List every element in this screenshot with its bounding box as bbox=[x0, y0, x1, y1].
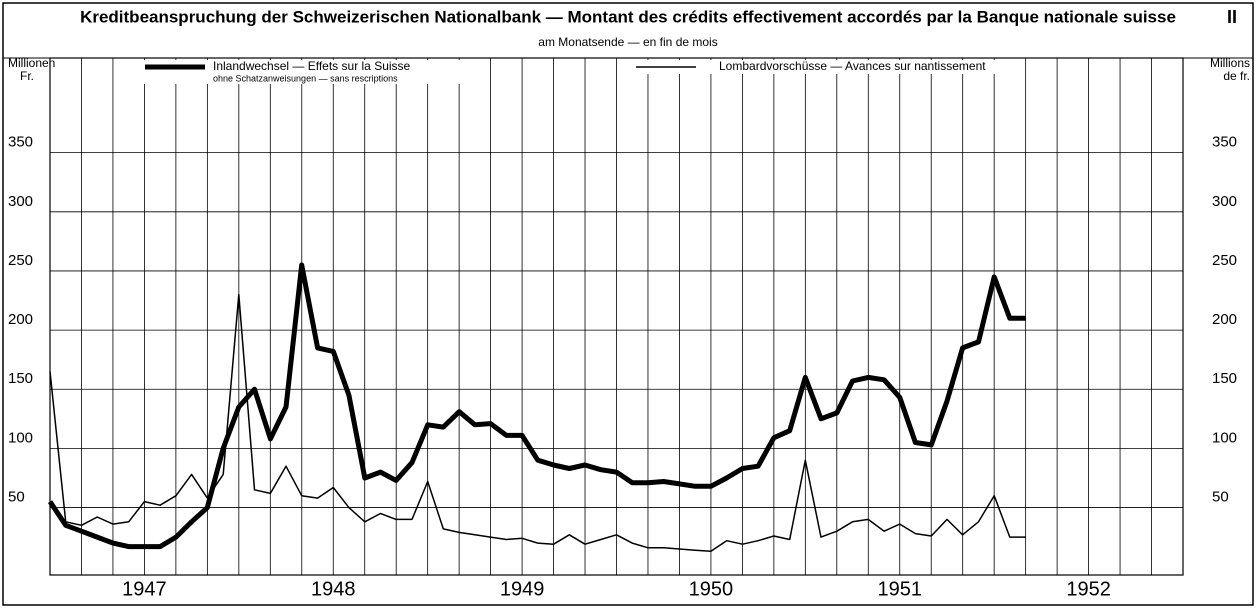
legend-bg bbox=[141, 60, 476, 84]
x-tick-label: 1949 bbox=[500, 578, 545, 600]
legend-label: Inlandwechsel — Effets sur la Suisse bbox=[213, 59, 411, 73]
chart-title: Kreditbeanspruchung der Schweizerischen … bbox=[80, 7, 1176, 26]
y-tick-label: 200 bbox=[8, 311, 33, 328]
y2-axis-label: de fr. bbox=[1223, 69, 1250, 83]
y2-tick-label: 150 bbox=[1212, 370, 1237, 387]
chart-subtitle: am Monatsende — en fin de mois bbox=[538, 35, 717, 49]
y-tick-label: 50 bbox=[8, 489, 25, 506]
y-tick-label: 350 bbox=[8, 134, 33, 151]
y-tick-label: 250 bbox=[8, 252, 33, 269]
x-tick-label: 1947 bbox=[122, 578, 167, 600]
y2-tick-label: 350 bbox=[1212, 134, 1237, 151]
y2-tick-label: 300 bbox=[1212, 193, 1237, 210]
corner-label: II bbox=[1227, 7, 1237, 27]
y2-tick-label: 200 bbox=[1212, 311, 1237, 328]
legend-bg bbox=[632, 60, 1012, 74]
legend-label: Lombardvorschüsse — Avances sur nantisse… bbox=[719, 59, 986, 73]
data-line bbox=[47, 262, 1026, 550]
x-tick-label: 1950 bbox=[689, 578, 734, 600]
y-tick-label: 100 bbox=[8, 429, 33, 446]
data-line bbox=[49, 293, 1026, 553]
y2-tick-label: 50 bbox=[1212, 489, 1229, 506]
legend-note: ohne Schatzanweisungen — sans rescriptio… bbox=[213, 73, 398, 83]
x-tick-label: 1951 bbox=[878, 578, 923, 600]
x-tick-label: 1948 bbox=[311, 578, 356, 600]
y-tick-label: 300 bbox=[8, 193, 33, 210]
y2-axis-label: Millions bbox=[1210, 56, 1250, 70]
y-tick-label: 150 bbox=[8, 370, 33, 387]
y-axis-label: Millionen bbox=[8, 56, 55, 70]
y2-tick-label: 100 bbox=[1212, 429, 1237, 446]
y-axis-label: Fr. bbox=[20, 69, 34, 83]
x-tick-label: 1952 bbox=[1066, 578, 1111, 600]
y2-tick-label: 250 bbox=[1212, 252, 1237, 269]
